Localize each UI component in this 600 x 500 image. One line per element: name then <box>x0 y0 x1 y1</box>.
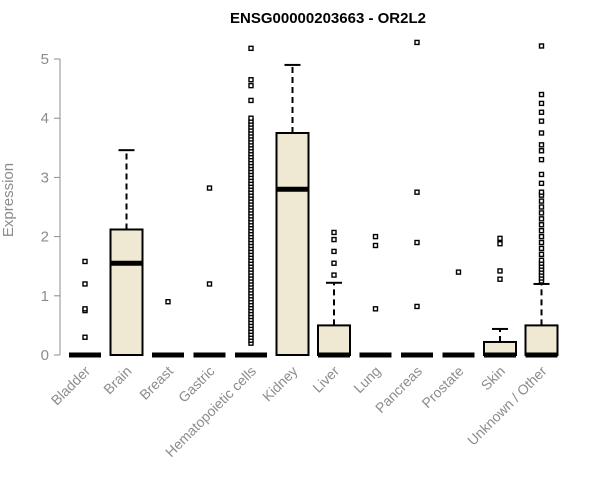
box-unknown-other <box>524 43 559 358</box>
chart-title: ENSG00000203663 - OR2L2 <box>230 10 426 27</box>
outlier-point <box>414 239 420 246</box>
x-tick-label: Skin <box>478 363 509 394</box>
outlier-point <box>206 281 213 287</box>
outlier-point <box>538 43 545 49</box>
x-tick-label: Unknown / Other <box>464 363 550 449</box>
y-axis-label: Expression <box>0 163 17 237</box>
outlier-point <box>372 306 379 312</box>
y-axis: 0 1 2 3 4 5 <box>41 51 61 364</box>
outlier-point <box>248 82 254 89</box>
outlier-point <box>82 334 88 340</box>
outlier-point <box>497 235 503 242</box>
x-tick-label: Bladder <box>48 363 94 409</box>
outlier-point <box>538 189 545 195</box>
outlier-point <box>165 299 171 305</box>
outlier-point <box>538 109 545 115</box>
box-breast <box>152 299 184 358</box>
outlier-point <box>538 216 545 222</box>
x-tick-label: Liver <box>309 363 342 396</box>
y-tick-label: 1 <box>41 288 49 305</box>
box-kidney <box>275 63 310 356</box>
box-skin <box>483 235 517 358</box>
box-brain <box>109 149 144 356</box>
outlier-point <box>248 45 254 52</box>
boxes-layer <box>69 39 559 358</box>
outlier-point <box>372 233 379 240</box>
outlier-point <box>538 227 545 234</box>
y-tick-label: 2 <box>41 229 49 246</box>
box-lung <box>359 233 392 358</box>
outlier-point <box>538 204 545 210</box>
y-tick-label: 5 <box>41 51 49 68</box>
outlier-point <box>82 306 88 312</box>
outlier-point <box>538 222 545 228</box>
outlier-point <box>538 245 545 252</box>
outlier-point <box>414 39 420 46</box>
box-gastric <box>193 185 226 358</box>
outlier-point <box>414 189 420 195</box>
iqr-box <box>317 324 351 356</box>
outlier-point <box>414 303 420 310</box>
outlier-point <box>331 248 337 255</box>
outlier-point <box>331 260 337 266</box>
iqr-box <box>524 324 559 356</box>
outlier-point <box>82 258 88 265</box>
outlier-point <box>248 115 254 121</box>
x-tick-label: Brain <box>100 363 134 397</box>
outlier-point <box>538 100 545 107</box>
outlier-point <box>497 268 503 274</box>
outlier-point <box>538 148 545 154</box>
y-tick-label: 3 <box>41 169 49 186</box>
outlier-point <box>331 272 337 278</box>
outlier-point <box>206 185 213 191</box>
outlier-point <box>497 241 503 247</box>
outlier-point <box>538 142 545 148</box>
outlier-point <box>538 251 545 258</box>
box-liver <box>317 229 351 358</box>
iqr-box <box>275 132 310 356</box>
outlier-point <box>538 156 545 163</box>
outlier-point <box>538 130 545 136</box>
outlier-point <box>538 233 545 240</box>
outlier-point <box>248 77 254 83</box>
outlier-point <box>372 242 379 249</box>
outlier-point <box>248 97 254 104</box>
outlier-point <box>331 236 337 243</box>
x-tick-label: Breast <box>136 363 176 403</box>
iqr-box <box>109 228 144 356</box>
outlier-point <box>538 171 545 178</box>
outlier-point <box>538 180 545 187</box>
outlier-point <box>538 198 545 204</box>
box-hematopoietic-cells <box>235 45 267 358</box>
x-tick-label: Lung <box>350 363 383 396</box>
box-pancreas <box>401 39 433 358</box>
outlier-point <box>538 118 545 124</box>
outlier-point <box>538 239 545 246</box>
outlier-point <box>538 91 545 98</box>
outlier-point <box>538 210 545 216</box>
outlier-point <box>331 229 337 236</box>
outlier-point <box>538 257 545 263</box>
y-tick-label: 4 <box>41 110 49 127</box>
outlier-point <box>455 269 462 275</box>
outlier-point <box>497 276 503 282</box>
x-tick-label: Kidney <box>259 363 301 405</box>
box-prostate <box>442 269 475 358</box>
box-bladder <box>69 258 101 358</box>
x-tick-label: Prostate <box>418 363 466 411</box>
y-tick-label: 0 <box>41 347 49 364</box>
outlier-point <box>82 281 88 287</box>
